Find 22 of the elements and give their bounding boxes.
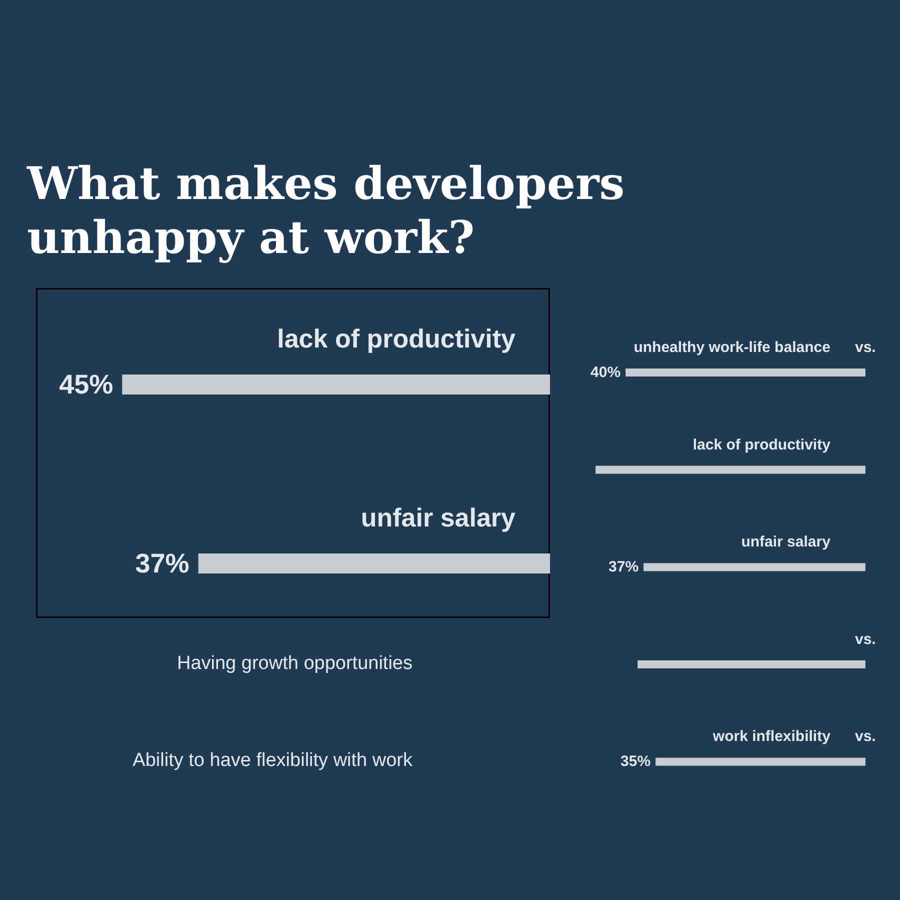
data-label: 45% [59, 370, 114, 400]
data-label: 37% [608, 558, 639, 576]
bar [644, 563, 866, 572]
y-tick-label: unfair salary [360, 502, 516, 532]
y-tick-label: lack of productivity [692, 436, 832, 454]
data-label: 35% [620, 753, 651, 770]
text: Ability to have flexibility with work [132, 750, 413, 771]
bar [596, 466, 866, 474]
bar [638, 660, 866, 668]
y-tick-label: unfair salary [741, 534, 832, 551]
y-tick-label: lack of productivity [277, 324, 516, 354]
data-label: 40% [590, 364, 621, 381]
y-tick-label: unhealthy work-life balance [634, 339, 830, 356]
data-label: 37% [135, 548, 190, 578]
y-tick-label: work inflexibility [712, 728, 832, 746]
annotation: vs. [854, 630, 876, 648]
annotation: vs. [854, 728, 876, 746]
bar [626, 368, 866, 376]
text: Having growth opportunities [176, 653, 413, 674]
bar [656, 758, 866, 766]
annotation: vs. [854, 339, 876, 356]
chart-title: What makes developers unhappy at work? [27, 157, 625, 265]
